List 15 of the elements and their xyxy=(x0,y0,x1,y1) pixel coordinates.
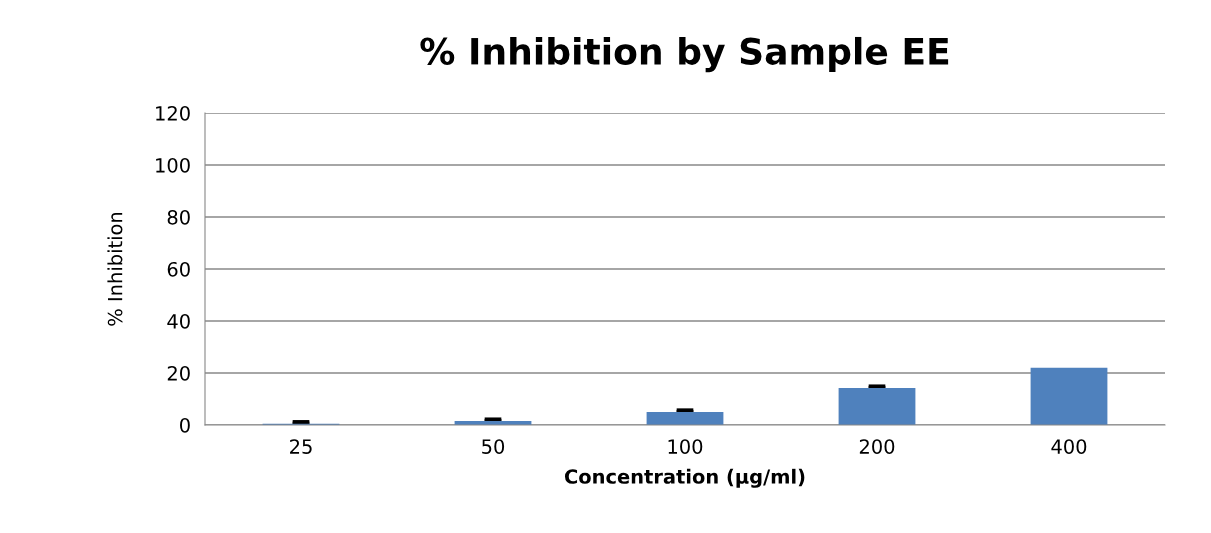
y-tick-label: 20 xyxy=(167,365,190,381)
x-axis-title: Concentration (µg/ml) xyxy=(564,468,805,488)
y-tick-label: 0 xyxy=(180,417,190,433)
x-tick-label: 50 xyxy=(482,439,505,454)
x-tick-label: 400 xyxy=(1051,439,1087,454)
y-tick-label: 120 xyxy=(156,105,190,121)
chart-title: % Inhibition by Sample EE xyxy=(420,36,949,73)
y-tick-label: 80 xyxy=(167,209,190,225)
x-tick-label: 100 xyxy=(668,439,703,454)
y-tick-label: 40 xyxy=(167,313,190,329)
y-axis-title: % Inhibition xyxy=(107,212,123,326)
y-tick-label: 60 xyxy=(167,261,190,277)
x-tick-label: 200 xyxy=(859,439,895,454)
x-tick-label: 25 xyxy=(290,439,312,454)
y-tick-label: 100 xyxy=(156,157,190,173)
